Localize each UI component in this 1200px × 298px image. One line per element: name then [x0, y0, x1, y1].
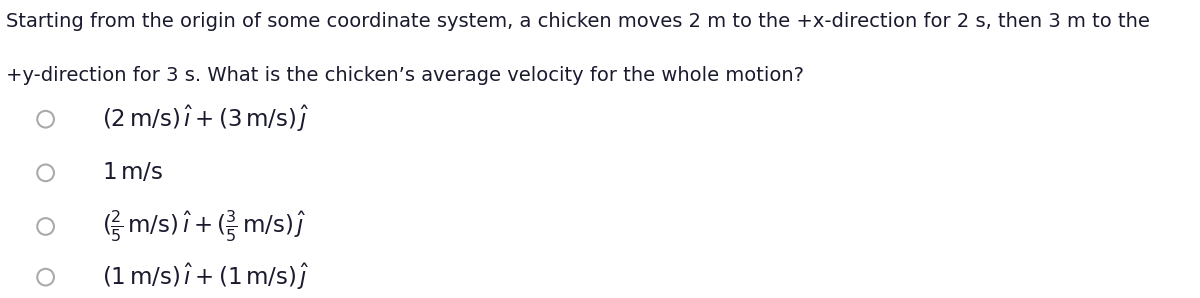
Text: $(1\,\mathrm{m/s})\,\hat{\imath} + (1\,\mathrm{m/s})\,\hat{\jmath}$: $(1\,\mathrm{m/s})\,\hat{\imath} + (1\,\…	[102, 262, 310, 292]
Text: $(\frac{2}{5}\,\mathrm{m/s})\,\hat{\imath} + (\frac{3}{5}\,\mathrm{m/s})\,\hat{\: $(\frac{2}{5}\,\mathrm{m/s})\,\hat{\imat…	[102, 209, 307, 244]
Text: $(2\,\mathrm{m/s})\,\hat{\imath} + (3\,\mathrm{m/s})\,\hat{\jmath}$: $(2\,\mathrm{m/s})\,\hat{\imath} + (3\,\…	[102, 104, 310, 134]
Text: +y-direction for 3 s. What is the chicken’s average velocity for the whole motio: +y-direction for 3 s. What is the chicke…	[6, 66, 804, 85]
Text: $1\,\mathrm{m/s}$: $1\,\mathrm{m/s}$	[102, 161, 163, 184]
Text: Starting from the origin of some coordinate system, a chicken moves 2 m to the +: Starting from the origin of some coordin…	[6, 12, 1150, 31]
